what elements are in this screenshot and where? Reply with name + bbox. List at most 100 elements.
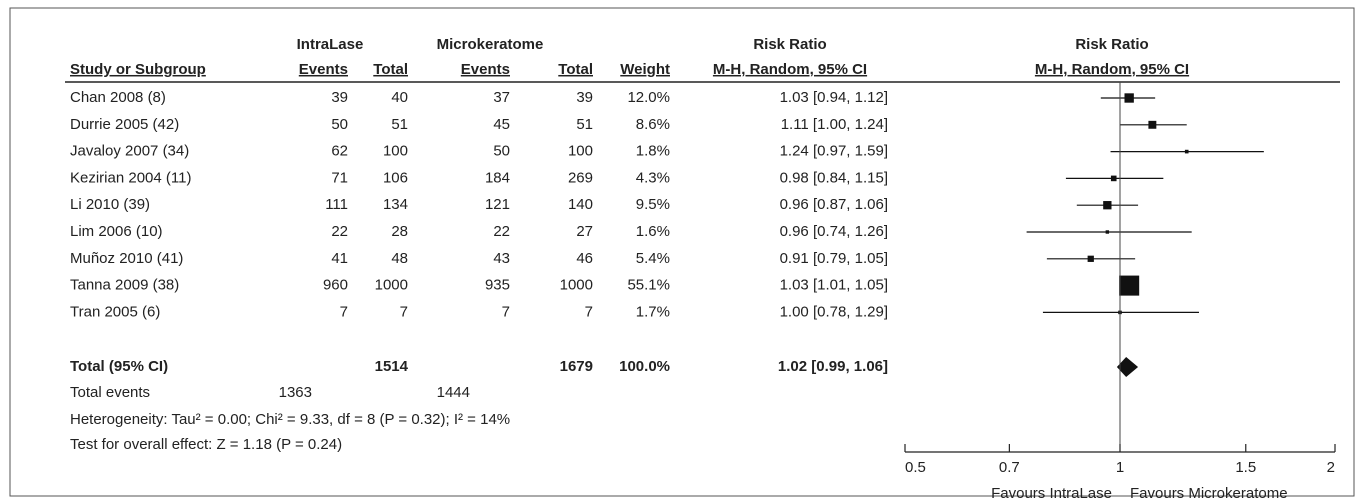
effect-square xyxy=(1148,120,1157,129)
heterogeneity: Heterogeneity: Tau² = 0.00; Chi² = 9.33,… xyxy=(70,411,510,428)
study-name: Kezirian 2004 (11) xyxy=(70,169,191,186)
events: 43 xyxy=(493,250,510,267)
effect-square xyxy=(1124,93,1134,103)
total: 39 xyxy=(576,89,593,106)
study-name: Lim 2006 (10) xyxy=(70,223,163,240)
events: 71 xyxy=(331,169,348,186)
events: 50 xyxy=(493,143,510,160)
events: 184 xyxy=(485,169,510,186)
column-header: Total xyxy=(373,61,408,78)
group-header: Risk Ratio xyxy=(1075,36,1148,53)
events: 7 xyxy=(502,303,510,320)
risk-ratio: 1.24 [0.97, 1.59] xyxy=(780,143,888,160)
x-tick-label: 0.7 xyxy=(999,459,1020,476)
events: 22 xyxy=(493,223,510,240)
weight: 1.8% xyxy=(636,143,670,160)
total: 51 xyxy=(576,116,593,133)
events: 50 xyxy=(331,116,348,133)
events: 62 xyxy=(331,143,348,160)
events: 111 xyxy=(325,196,348,213)
favours-left: Favours IntraLase xyxy=(991,485,1112,502)
total: 134 xyxy=(383,196,408,213)
events: 121 xyxy=(485,196,510,213)
risk-ratio: 1.03 [0.94, 1.12] xyxy=(780,89,888,106)
study-name: Tanna 2009 (38) xyxy=(70,277,179,294)
x-tick-label: 2 xyxy=(1327,459,1335,476)
total: 140 xyxy=(568,196,593,213)
risk-ratio: 0.96 [0.87, 1.06] xyxy=(780,196,888,213)
x-tick-label: 1.5 xyxy=(1235,459,1256,476)
events: 45 xyxy=(493,116,510,133)
risk-ratio: 0.91 [0.79, 1.05] xyxy=(780,250,888,267)
total: 7 xyxy=(400,303,408,320)
study-name: Javaloy 2007 (34) xyxy=(70,143,189,160)
study-name: Chan 2008 (8) xyxy=(70,89,166,106)
effect-square xyxy=(1110,175,1117,182)
group-header: Microkeratome xyxy=(437,36,544,53)
risk-ratio: 1.00 [0.78, 1.29] xyxy=(780,303,888,320)
total: 1679 xyxy=(560,358,593,375)
total: 106 xyxy=(383,169,408,186)
total: 100 xyxy=(383,143,408,160)
weight: 12.0% xyxy=(627,89,670,106)
column-header: Total xyxy=(558,61,593,78)
effect-square xyxy=(1184,149,1189,154)
weight: 5.4% xyxy=(636,250,670,267)
effect-square xyxy=(1119,275,1140,296)
total-events-label: Total events xyxy=(70,384,150,401)
total: 269 xyxy=(568,169,593,186)
column-header: Weight xyxy=(620,61,670,78)
pooled-diamond xyxy=(1116,357,1139,377)
study-name: Muñoz 2010 (41) xyxy=(70,250,183,267)
group-header: Risk Ratio xyxy=(753,36,826,53)
study-name: Tran 2005 (6) xyxy=(70,303,160,320)
total: 27 xyxy=(576,223,593,240)
events: 41 xyxy=(331,250,348,267)
weight: 55.1% xyxy=(627,277,670,294)
events: 960 xyxy=(323,277,348,294)
risk-ratio: 1.02 [0.99, 1.06] xyxy=(778,358,888,375)
column-header: M-H, Random, 95% CI xyxy=(713,61,867,78)
total: 51 xyxy=(391,116,408,133)
effect-square xyxy=(1105,230,1110,234)
events: 22 xyxy=(331,223,348,240)
effect-square xyxy=(1087,255,1094,262)
total: 1000 xyxy=(560,277,593,294)
weight: 1.6% xyxy=(636,223,670,240)
x-tick-label: 1 xyxy=(1116,459,1124,476)
column-header: M-H, Random, 95% CI xyxy=(1035,61,1189,78)
events: 7 xyxy=(340,303,348,320)
effect-square xyxy=(1103,201,1112,210)
total: 1514 xyxy=(375,358,409,375)
risk-ratio: 1.11 [1.00, 1.24] xyxy=(781,116,888,133)
x-tick-label: 0.5 xyxy=(905,459,926,476)
study-name: Durrie 2005 (42) xyxy=(70,116,179,133)
column-header: Study or Subgroup xyxy=(70,61,206,78)
weight: 4.3% xyxy=(636,169,670,186)
weight: 9.5% xyxy=(636,196,670,213)
total-name: Total (95% CI) xyxy=(70,358,168,375)
risk-ratio: 1.03 [1.01, 1.05] xyxy=(780,277,888,294)
total: 7 xyxy=(585,303,593,320)
column-header: Events xyxy=(461,61,510,78)
total: 40 xyxy=(391,89,408,106)
weight: 8.6% xyxy=(636,116,670,133)
overall-effect: Test for overall effect: Z = 1.18 (P = 0… xyxy=(70,436,342,453)
frame xyxy=(9,7,1355,497)
total: 46 xyxy=(576,250,593,267)
total: 28 xyxy=(391,223,408,240)
column-header: Events xyxy=(299,61,348,78)
total: 48 xyxy=(391,250,408,267)
favours-right: Favours Microkeratome xyxy=(1130,485,1288,502)
total-events: 1363 xyxy=(279,384,312,401)
weight: 100.0% xyxy=(619,358,670,375)
events: 39 xyxy=(331,89,348,106)
group-header: IntraLase xyxy=(297,36,364,53)
weight: 1.7% xyxy=(636,303,670,320)
risk-ratio: 0.96 [0.74, 1.26] xyxy=(780,223,888,240)
total: 100 xyxy=(568,143,593,160)
study-name: Li 2010 (39) xyxy=(70,196,150,213)
events: 935 xyxy=(485,277,510,294)
risk-ratio: 0.98 [0.84, 1.15] xyxy=(780,169,888,186)
